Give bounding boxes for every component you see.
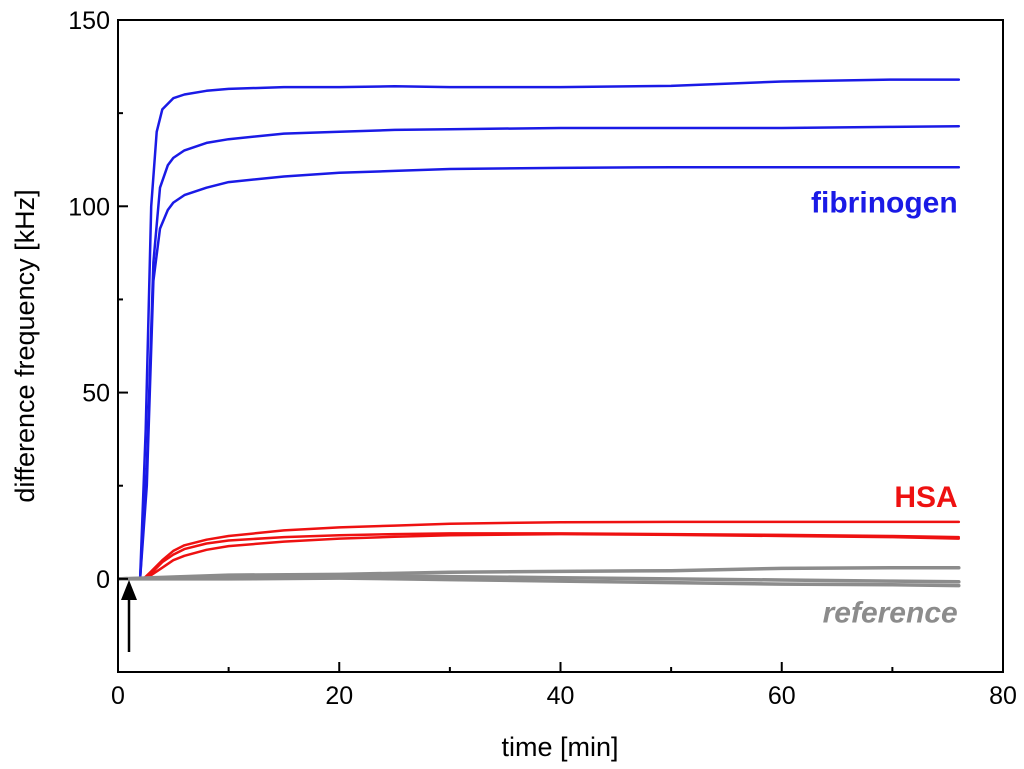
y-tick-label: 100 xyxy=(68,193,110,221)
injection-arrow-head xyxy=(121,580,137,600)
series-line-fibrinogen-1 xyxy=(118,124,961,581)
fibrinogen-label: fibrinogen xyxy=(811,187,958,220)
x-tick-label: 20 xyxy=(325,682,353,710)
tick-layer: 0 20 40 60 80 0 50 100 150 xyxy=(68,7,1017,710)
series-line-fibrinogen-0 xyxy=(118,78,961,581)
x-tick-label: 60 xyxy=(768,682,796,710)
series-line-hsa-5 xyxy=(118,532,961,581)
series-line-fibrinogen-2 xyxy=(118,165,961,581)
y-tick-label: 50 xyxy=(82,380,110,408)
x-tick-label: 0 xyxy=(111,682,125,710)
hsa-label: HSA xyxy=(894,481,957,514)
x-tick-label: 80 xyxy=(989,682,1017,710)
y-axis-title: difference frequency [kHz] xyxy=(10,189,40,502)
series-line-hsa-3 xyxy=(118,520,961,581)
reference-label: reference xyxy=(823,596,958,629)
y-tick-label: 150 xyxy=(68,7,110,35)
y-tick-label: 0 xyxy=(96,566,110,594)
series-line-reference-8 xyxy=(118,576,961,588)
series-layer xyxy=(118,78,961,588)
x-axis-title: time [min] xyxy=(501,732,618,762)
x-tick-label: 40 xyxy=(547,682,575,710)
